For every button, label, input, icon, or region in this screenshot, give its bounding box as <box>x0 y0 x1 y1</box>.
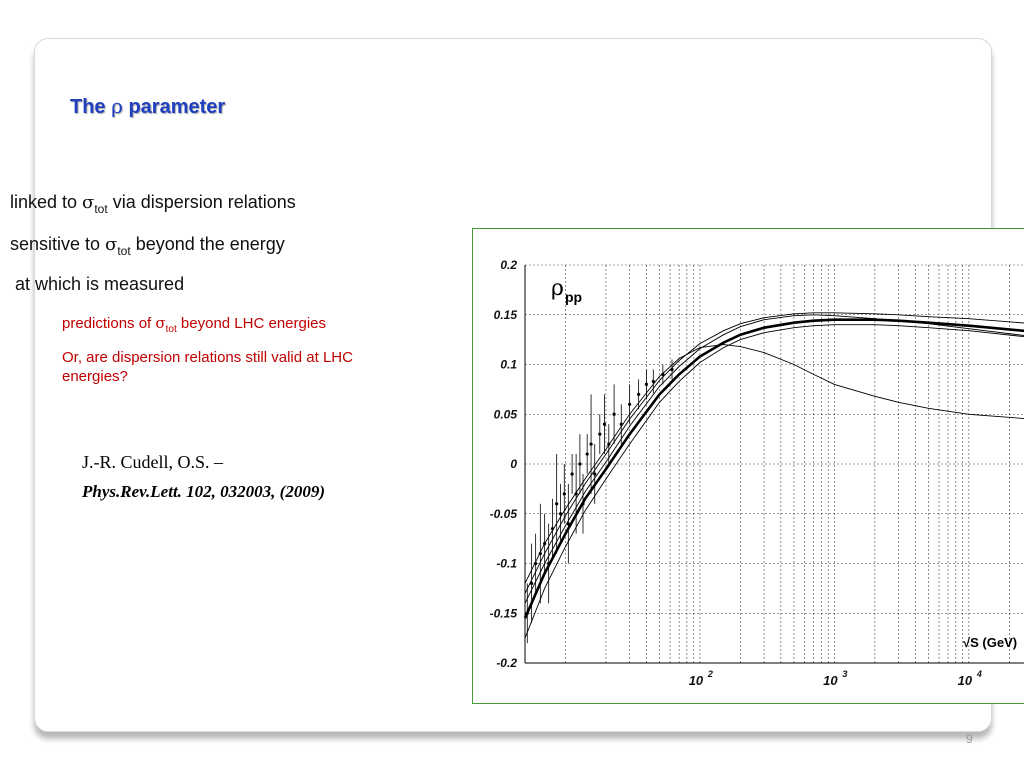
data-point <box>578 462 582 466</box>
data-point <box>566 522 570 526</box>
x-axis-label: √S (GeV) <box>963 635 1017 650</box>
bullet-sensitive: sensitive to σtot beyond the energy <box>10 234 285 258</box>
data-point <box>562 492 566 496</box>
rho-chart-figure: -0.2 -0.15 -0.1 -0.05 0 0.05 0.1 0.15 0.2 10 2 10 3 1… <box>472 228 1024 704</box>
x-tick-label: 10 <box>689 673 704 688</box>
subbullet-text: predictions of <box>62 315 156 332</box>
y-tick-label: -0.15 <box>490 606 518 620</box>
subscript-tot: tot <box>94 202 108 216</box>
data-point <box>628 402 632 406</box>
y-tick-label: 0.05 <box>494 407 518 421</box>
title-suffix: parameter <box>122 96 226 118</box>
series-line-4 <box>524 344 1024 584</box>
data-point <box>607 442 611 446</box>
sigma-symbol: σ <box>155 314 166 332</box>
page-number: 9 <box>966 732 973 746</box>
subbullet-text: beyond LHC energies <box>176 315 327 332</box>
data-point <box>530 581 534 585</box>
data-point <box>637 392 641 396</box>
data-point <box>555 502 559 506</box>
reference-authors: J.-R. Cudell, O.S. – <box>82 452 224 472</box>
title-rho-symbol: ρ <box>111 94 123 118</box>
subbullet-line: Or, are dispersion relations still valid… <box>62 349 353 366</box>
y-tick-label: 0 <box>510 457 517 471</box>
data-point <box>525 611 529 615</box>
data-point <box>598 432 602 436</box>
bullet-text: beyond the energy <box>130 234 285 254</box>
slide-title: The ρ parameter <box>70 94 225 119</box>
y-tick-label: -0.2 <box>496 656 517 670</box>
title-prefix: The <box>70 96 112 118</box>
bullet-text: sensitive to <box>10 234 106 254</box>
plot-label-subscript: pp <box>565 289 582 305</box>
bullet-measured: at which is measured <box>10 274 185 294</box>
data-point <box>574 492 578 496</box>
data-point <box>602 422 607 426</box>
bullet-dispersion-relations: linked to σtot via dispersion relations <box>10 192 296 216</box>
data-point <box>543 542 547 546</box>
series-line-1 <box>524 312 1024 594</box>
data-point <box>661 372 665 377</box>
data-point <box>644 382 649 386</box>
data-point <box>670 367 674 372</box>
sigma-symbol: σ <box>105 234 118 255</box>
data-point <box>550 527 555 531</box>
subscript-tot: tot <box>117 244 131 258</box>
y-tick-label: -0.1 <box>496 557 517 571</box>
data-point <box>612 412 616 416</box>
y-tick-label: -0.05 <box>490 507 518 521</box>
data-point <box>593 472 597 476</box>
y-tick-label: 0.15 <box>494 308 518 322</box>
subbullet-validity: Or, are dispersion relations still valid… <box>62 348 353 386</box>
data-point <box>619 422 623 426</box>
data-point <box>589 442 593 446</box>
series-line-2 <box>524 324 1024 639</box>
data-point <box>581 502 585 506</box>
x-tick-label: 10 <box>823 673 838 688</box>
subbullet-predictions: predictions of σtot beyond LHC energies <box>62 314 327 335</box>
y-tick-label: 0.1 <box>500 358 517 372</box>
data-point <box>538 551 542 556</box>
x-tick-exponent: 3 <box>842 669 847 679</box>
x-tick-label: 10 <box>958 673 973 688</box>
subscript-tot: tot <box>165 324 177 335</box>
x-tick-exponent: 4 <box>976 669 982 679</box>
data-point <box>585 452 589 456</box>
bullet-text: linked to <box>10 192 83 212</box>
reference-journal: Phys.Rev.Lett. 102, 032003, (2009) <box>82 482 325 501</box>
subbullet-line: energies? <box>62 368 128 385</box>
plot-label-rho: ρ <box>551 276 564 301</box>
data-point <box>570 472 574 476</box>
x-tick-exponent: 2 <box>707 669 713 679</box>
data-point <box>547 561 551 566</box>
sigma-symbol: σ <box>82 192 95 213</box>
data-point <box>559 512 563 516</box>
data-point <box>534 561 538 566</box>
series-line-3 <box>524 314 1024 604</box>
bullet-text: via dispersion relations <box>107 192 296 212</box>
data-point <box>651 379 655 384</box>
y-tick-label: 0.2 <box>500 258 517 272</box>
